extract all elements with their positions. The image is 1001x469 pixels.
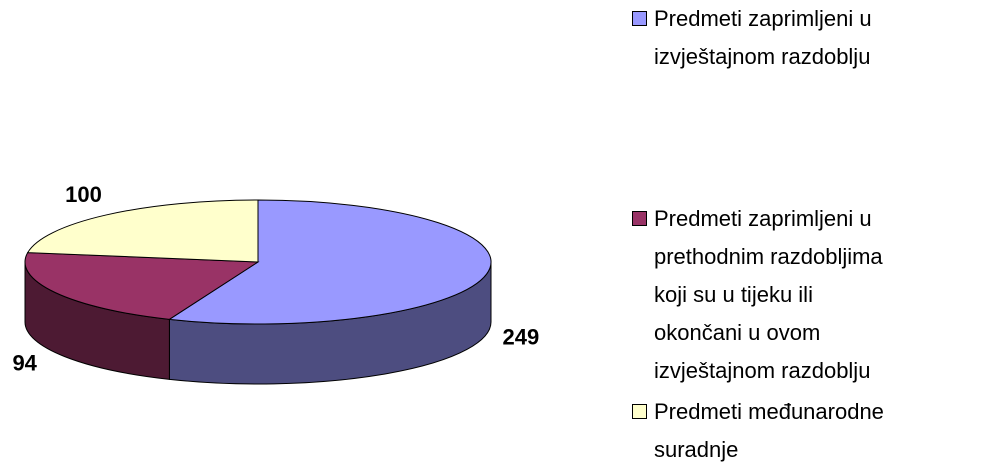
legend-swatch: [632, 11, 647, 26]
data-label: 94: [12, 350, 37, 375]
legend-item: Predmeti zaprimljeni u izvještajnom razd…: [632, 0, 972, 76]
legend-swatch: [632, 211, 647, 226]
legend-item: Predmeti zaprimljeni u prethodnim razdob…: [632, 200, 972, 390]
legend-item: Predmeti međunarodne suradnje: [632, 393, 972, 469]
pie-slice: [26, 199, 259, 263]
legend-swatch: [632, 404, 647, 419]
pie-slice: [24, 252, 260, 320]
legend-label: Predmeti međunarodne suradnje: [654, 399, 884, 462]
data-label: 100: [65, 182, 102, 207]
legend-label: Predmeti zaprimljeni u prethodnim razdob…: [654, 206, 883, 383]
legend-label: Predmeti zaprimljeni u izvještajnom razd…: [654, 6, 872, 69]
pie-slice: [167, 199, 492, 325]
data-label: 249: [503, 325, 540, 350]
